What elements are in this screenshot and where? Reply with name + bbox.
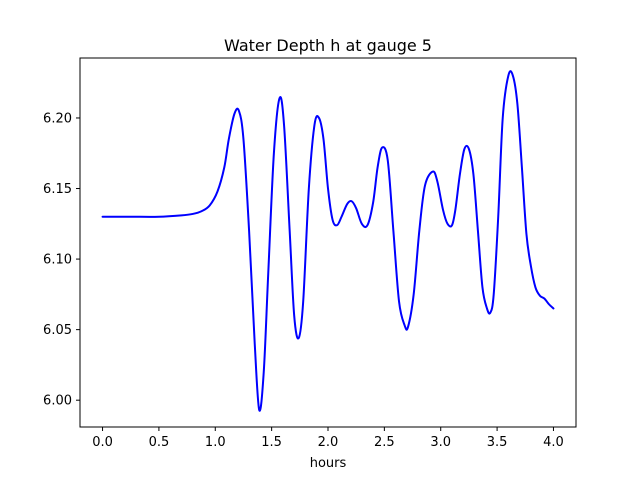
x-tick-label: 1.0	[205, 435, 226, 450]
x-tick-label: 0.5	[149, 435, 170, 450]
y-tick-label: 6.10	[43, 253, 72, 268]
x-axis-label: hours	[310, 456, 347, 471]
y-tick-label: 6.05	[43, 323, 72, 338]
x-axis-ticks: 0.0 0.5 1.0 1.5 2.0 2.5 3.0 3.5 4.0	[92, 427, 564, 450]
y-tick-label: 6.00	[43, 394, 72, 409]
x-tick-label: 1.5	[261, 435, 282, 450]
y-axis-ticks: 6.00 6.05 6.10 6.15 6.20	[43, 111, 80, 409]
x-tick-label: 2.5	[374, 435, 395, 450]
plot-frame	[79, 57, 577, 428]
chart-title: Water Depth h at gauge 5	[224, 36, 432, 55]
plot-area	[101, 70, 555, 412]
y-tick-label: 6.15	[43, 182, 72, 197]
y-tick-label: 6.20	[43, 111, 72, 126]
x-tick-label: 0.0	[92, 435, 113, 450]
x-tick-label: 3.0	[430, 435, 451, 450]
x-tick-label: 4.0	[543, 435, 564, 450]
x-tick-label: 3.5	[487, 435, 508, 450]
series-line	[101, 70, 555, 412]
x-tick-label: 2.0	[318, 435, 339, 450]
